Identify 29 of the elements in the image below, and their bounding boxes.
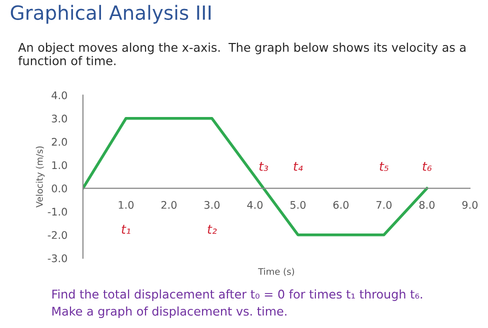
x-tick-label: 6.0 <box>333 200 349 209</box>
annotation: t₄ <box>294 162 303 171</box>
y-tick-label: -2.0 <box>48 231 67 239</box>
y-tick-label: 4.0 <box>52 91 67 100</box>
x-tick-label: 4.0 <box>247 200 263 209</box>
x-tick-label: 7.0 <box>376 200 392 209</box>
text: Find the total displacement after t₀ = 0 for times t₁ through t₆. <box>52 289 422 301</box>
x-tick-label: 1.0 <box>118 200 134 209</box>
y-tick-label: 1.0 <box>52 161 67 170</box>
annotation: t₅ <box>380 162 388 171</box>
annotation: t₁ <box>122 224 130 234</box>
y-tick-label: 2.0 <box>52 138 67 146</box>
x-axis-title: Time (s) <box>258 268 294 276</box>
annotation: t₂ <box>208 224 217 234</box>
chart-title: Graphical Analysis III <box>10 4 211 24</box>
chart-subtitle: An object moves along the x-axis. The graph below shows its velocity as a function of time. <box>18 42 466 66</box>
annotation: t₃ <box>259 162 268 171</box>
x-tick-label: 3.0 <box>204 200 220 209</box>
y-tick-label: 3.0 <box>52 114 67 123</box>
x-tick-label: 2.0 <box>161 200 177 209</box>
x-tick-label: 5.0 <box>290 200 306 209</box>
text: Make a graph of displacement vs. time. <box>52 306 286 318</box>
y-tick-label: -3.0 <box>48 254 67 262</box>
x-tick-label: 8.0 <box>419 200 435 209</box>
y-tick-label: -1.0 <box>48 208 67 216</box>
y-axis-title: Velocity (m/s) <box>36 146 45 208</box>
y-tick-label: 0.0 <box>52 184 67 192</box>
x-tick-label: 9.0 <box>462 200 478 209</box>
annotation: t₆ <box>422 162 432 171</box>
